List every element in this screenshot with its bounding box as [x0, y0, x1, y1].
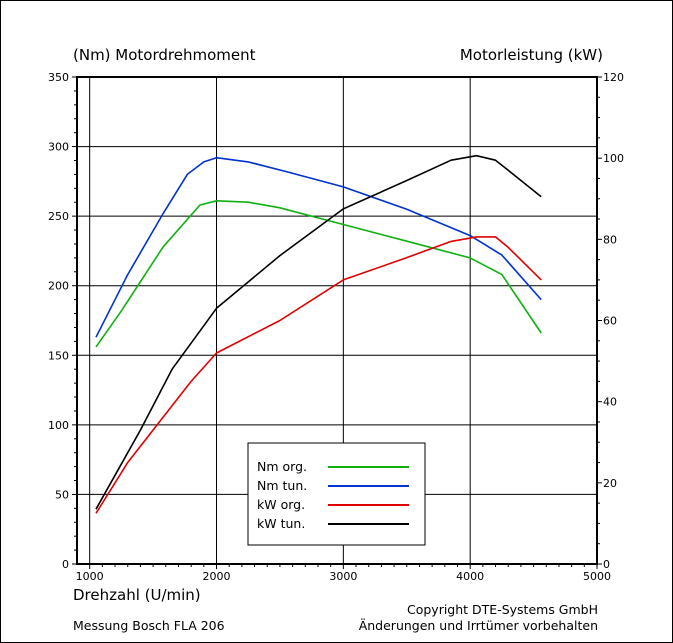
y-left-tick-label: 250 — [48, 210, 69, 223]
copyright-text: Copyright DTE-Systems GmbH — [407, 602, 598, 617]
y-left-tick-label: 0 — [62, 558, 69, 571]
grid-lines — [77, 77, 597, 564]
y-right-tick-label: 0 — [603, 558, 610, 571]
y-right-tick-label: 100 — [603, 152, 624, 165]
y-left-tick-label: 350 — [48, 71, 69, 84]
x-tick-label: 2000 — [203, 570, 231, 583]
series-line-kw-tun — [95, 154, 542, 510]
series-line-nm-org — [95, 200, 542, 348]
y-left-tick-label: 100 — [48, 419, 69, 432]
series-line-kw-org — [95, 236, 542, 514]
legend: Nm org. Nm tun. kW org. kW tun. — [247, 442, 426, 546]
series-lines — [95, 154, 542, 514]
measurement-text: Messung Bosch FLA 206 — [73, 618, 225, 633]
x-tick-label: 5000 — [583, 570, 611, 583]
disclaimer-text: Änderungen und Irrtümer vorbehalten — [359, 618, 598, 633]
x-tick-label: 4000 — [456, 570, 484, 583]
legend-box — [247, 442, 426, 546]
legend-label-nm-org: Nm org. — [257, 459, 307, 474]
series-line-nm-tun — [95, 156, 542, 338]
y-left-tick-label: 300 — [48, 141, 69, 154]
legend-label-kw-org: kW org. — [257, 497, 305, 512]
legend-label-kw-tun: kW tun. — [257, 516, 305, 531]
legend-label-nm-tun: Nm tun. — [257, 478, 307, 493]
y-left-tick-label: 150 — [48, 349, 69, 362]
y-right-tick-label: 40 — [603, 396, 617, 409]
x-tick-label: 1000 — [76, 570, 104, 583]
y-right-axis-title: Motorleistung (kW) — [460, 46, 603, 64]
x-axis-title: Drehzahl (U/min) — [73, 586, 201, 604]
plot-area — [76, 76, 598, 565]
y-left-tick-label: 200 — [48, 280, 69, 293]
y-right-tick-label: 120 — [603, 71, 624, 84]
y-left-tick-label: 50 — [55, 488, 69, 501]
y-right-tick-label: 80 — [603, 233, 617, 246]
x-tick-label: 3000 — [329, 570, 357, 583]
y-right-tick-label: 60 — [603, 315, 617, 328]
y-left-axis-title: (Nm) Motordrehmoment — [73, 46, 256, 64]
axis-ticks: 0 50 100 150 200 250 300 350 0 20 40 60 80 100 120 1000… — [48, 71, 624, 583]
y-right-tick-label: 20 — [603, 477, 617, 490]
